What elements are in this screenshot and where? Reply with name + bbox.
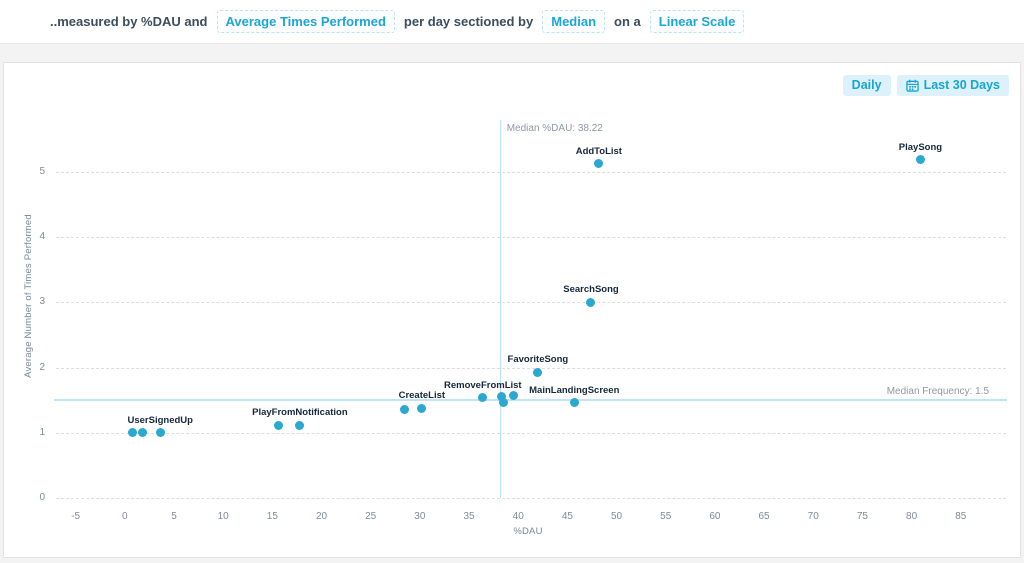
event-point-MainLandingScreen[interactable]: [569, 398, 579, 408]
measure-text-middle: per day sectioned by: [403, 14, 534, 29]
event-point-label: MainLandingScreen: [529, 384, 620, 396]
gridline-y: [56, 432, 1006, 434]
x-tick-label: 30: [414, 511, 426, 522]
event-point[interactable]: [273, 420, 283, 430]
median-x-line: [500, 120, 502, 498]
x-tick-label: 25: [365, 511, 377, 522]
event-point[interactable]: [138, 428, 148, 438]
gridline-y: [56, 367, 1006, 369]
y-tick-label: 4: [39, 231, 45, 243]
interval-button[interactable]: Daily: [842, 75, 891, 96]
event-point-label: RemoveFromList: [443, 379, 522, 391]
event-point-CreateList[interactable]: [417, 403, 427, 413]
event-point-RemoveFromList[interactable]: [478, 393, 488, 403]
x-tick-label: 5: [171, 511, 177, 522]
gridline-y: [56, 302, 1006, 304]
x-tick-label: -5: [71, 511, 81, 522]
calendar-icon: [905, 79, 919, 92]
y-tick-label: 2: [39, 361, 45, 373]
chart-controls: Daily Last 30 Days: [842, 75, 1009, 96]
median-y-label: Median Frequency: 1.5: [886, 386, 989, 398]
measure-text-prefix: ..measured by %DAU and: [50, 14, 208, 29]
event-point-label: AddToList: [575, 145, 622, 157]
median-y-line: [54, 399, 1007, 402]
measurement-toolbar: ..measured by %DAU and Average Times Per…: [0, 0, 1024, 44]
x-tick-label: 45: [561, 511, 573, 522]
event-point-label: FavoriteSong: [507, 354, 569, 366]
event-point-UserSignedUp[interactable]: [155, 428, 165, 438]
interval-button-label: Daily: [851, 78, 882, 92]
measure-text-connector: on a: [614, 14, 641, 29]
x-tick-label: 85: [955, 511, 967, 522]
event-point-label: SearchSong: [563, 284, 619, 296]
x-tick-label: 50: [610, 511, 623, 522]
scatter-plot: Average Number of Times Performed %DAU 0…: [4, 63, 1020, 557]
y-tick-label: 1: [39, 426, 45, 438]
gridline-y: [56, 172, 1006, 174]
event-point[interactable]: [399, 404, 409, 414]
event-point-PlayFromNotification[interactable]: [295, 420, 305, 430]
event-point-label: UserSignedUp: [127, 414, 193, 426]
metric-selector[interactable]: Average Times Performed: [216, 10, 395, 33]
x-tick-label: 65: [758, 511, 770, 522]
event-point-label: CreateList: [398, 390, 446, 402]
x-tick-label: 70: [807, 511, 819, 522]
median-x-label: Median %DAU: 38.22: [506, 123, 603, 134]
y-tick-label: 0: [39, 492, 45, 503]
event-point[interactable]: [508, 390, 518, 400]
x-tick-label: 0: [122, 511, 128, 522]
scale-selector[interactable]: Linear Scale: [649, 10, 745, 33]
event-point[interactable]: [498, 398, 508, 408]
event-point-SearchSong[interactable]: [586, 297, 596, 307]
event-point[interactable]: [128, 428, 138, 438]
y-tick-label: 3: [39, 296, 45, 308]
event-point-label: PlayFromNotification: [252, 407, 348, 418]
date-range-button[interactable]: Last 30 Days: [896, 75, 1009, 96]
x-tick-label: 60: [709, 511, 721, 522]
event-point-PlaySong[interactable]: [915, 155, 925, 165]
x-tick-label: 35: [463, 511, 475, 522]
event-point[interactable]: [496, 391, 506, 401]
x-tick-label: 20: [315, 511, 328, 522]
event-point-AddToList[interactable]: [594, 159, 604, 169]
x-tick-label: 80: [906, 511, 918, 522]
date-range-button-label: Last 30 Days: [923, 78, 1000, 92]
event-point-label: PlaySong: [898, 141, 943, 153]
x-axis-title: %DAU: [513, 526, 543, 537]
event-point-FavoriteSong[interactable]: [533, 367, 543, 377]
x-tick-label: 75: [856, 511, 868, 522]
gridline-y: [56, 498, 1006, 499]
section-selector[interactable]: Median: [542, 10, 606, 33]
gridline-y: [56, 237, 1006, 239]
x-tick-label: 10: [217, 511, 229, 522]
x-tick-label: 55: [660, 511, 672, 522]
chart-card: Daily Last 30 Days Average Number of: [3, 62, 1021, 558]
y-tick-label: 5: [39, 166, 45, 178]
x-tick-label: 40: [512, 511, 524, 522]
x-tick-label: 15: [266, 511, 278, 522]
